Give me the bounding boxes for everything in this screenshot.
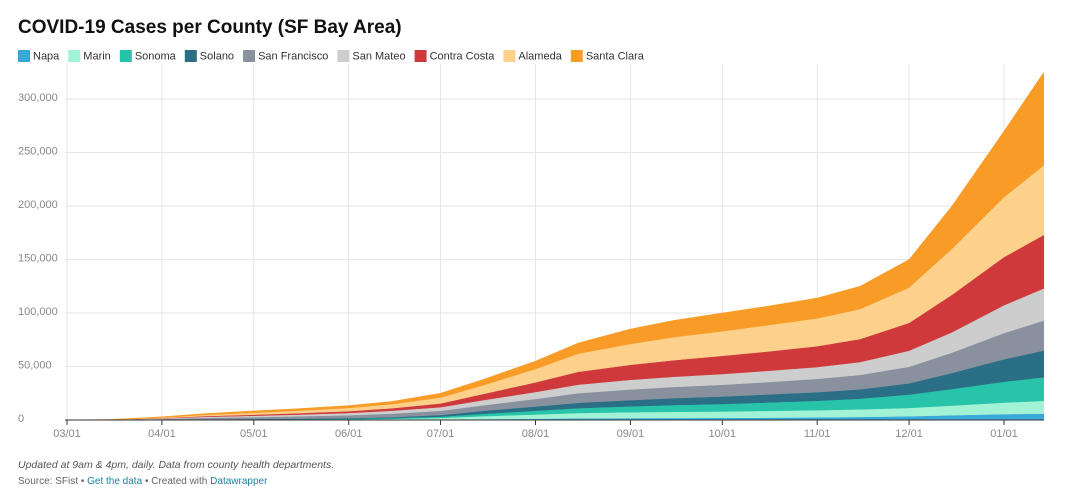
y-tick-label: 200,000	[18, 199, 58, 211]
y-tick-label: 100,000	[18, 306, 58, 318]
source: Source: SFist	[18, 476, 78, 487]
legend-label: Contra Costa	[430, 50, 496, 62]
axes: 0 50,000 100,000 150,000 200,000 250,000 300,0…	[18, 92, 1044, 440]
legend-swatch	[243, 50, 256, 62]
areas	[66, 71, 1045, 421]
legend-swatch	[18, 50, 30, 62]
x-tick-label: 11/01	[804, 428, 831, 440]
x-tick-label: 03/01	[53, 428, 81, 440]
legend-swatch	[68, 50, 81, 62]
legend: Napa Marin Sonoma Solano San Francisco San Ma…	[18, 50, 645, 62]
legend-label: Napa	[33, 50, 60, 62]
separator: •	[81, 476, 85, 487]
legend-swatch	[337, 50, 350, 62]
footer-note: Updated at 9am & 4pm, daily. Data from c…	[18, 459, 334, 471]
x-tick-label: 12/01	[895, 428, 923, 440]
legend-swatch	[414, 50, 427, 62]
x-tick-label: 08/01	[522, 428, 550, 440]
y-tick-label: 150,000	[18, 252, 58, 264]
legend-label: Marin	[83, 50, 111, 62]
x-tick-label: 01/01	[990, 428, 1018, 440]
x-tick-label: 06/01	[335, 428, 363, 440]
legend-label: San Francisco	[258, 50, 328, 62]
legend-swatch	[119, 50, 132, 62]
y-tick-label: 50,000	[18, 359, 52, 371]
legend-swatch	[184, 50, 197, 62]
created-with: Created with	[151, 476, 207, 487]
legend-label: Santa Clara	[586, 50, 645, 62]
x-tick-label: 04/01	[148, 428, 176, 440]
legend-swatch	[570, 50, 583, 62]
y-tick-label: 0	[18, 413, 24, 425]
x-tick-label: 07/01	[427, 428, 455, 440]
legend-label: Solano	[200, 50, 234, 62]
legend-label: Sonoma	[135, 50, 177, 62]
area	[66, 71, 1045, 421]
separator: •	[145, 476, 149, 487]
y-tick-label: 250,000	[18, 145, 58, 157]
legend-label: San Mateo	[352, 50, 405, 62]
get-data-link[interactable]: Get the data	[87, 476, 142, 487]
x-tick-label: 05/01	[240, 428, 268, 440]
y-tick-label: 300,000	[18, 92, 58, 104]
x-tick-label: 10/01	[709, 428, 737, 440]
footer-source: Source: SFist • Get the data • Created w…	[18, 476, 268, 487]
datawrapper-link[interactable]: Datawrapper	[210, 476, 268, 487]
chart-title: COVID-19 Cases per County (SF Bay Area)	[18, 17, 402, 38]
x-tick-label: 09/01	[617, 428, 645, 440]
legend-swatch	[503, 50, 516, 62]
legend-label: Alameda	[518, 50, 562, 62]
